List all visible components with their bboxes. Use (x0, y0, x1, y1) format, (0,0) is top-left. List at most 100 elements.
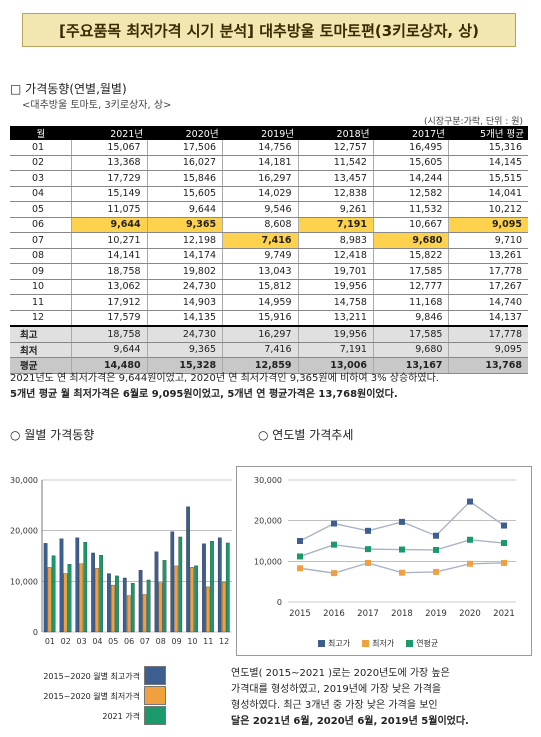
legend-label: 최저가 (372, 639, 395, 648)
price-cell: 15,812 (222, 279, 299, 295)
table-row: 09 18,758 19,802 13,043 19,701 17,585 17,778 (10, 263, 528, 280)
data-point (467, 536, 473, 543)
data-point (467, 560, 473, 567)
bar (47, 567, 52, 633)
x-tick-label: 2015 (289, 609, 311, 619)
price-cell: 16,027 (146, 155, 223, 171)
price-cell: 7,191 (297, 217, 374, 233)
price-cell: 19,956 (297, 279, 374, 295)
price-cell: 14,244 (372, 170, 449, 187)
month-cell: 03 (10, 170, 72, 187)
table-row: 07 10,271 12,198 7,416 8,983 9,680 9,710 (10, 232, 528, 249)
price-cell: 11,542 (297, 155, 374, 171)
table-row: 06 9,644 9,365 8,608 7,191 10,667 9,095 (10, 217, 528, 233)
bar (130, 582, 135, 633)
y-tick-label: 0 (277, 598, 282, 607)
section-subtitle: <대추방울 토마토, 3키로상자, 상> (22, 100, 172, 111)
stat-cell: 9,644 (71, 342, 148, 358)
table-row: 05 11,075 9,644 9,546 9,261 11,532 10,212 (10, 201, 528, 218)
stat-row: 최저 9,644 9,365 7,416 7,191 9,680 9,095 (10, 342, 528, 358)
bar (190, 567, 194, 633)
x-tick-label: 07 (140, 637, 150, 646)
bar (170, 531, 175, 633)
bar (146, 579, 151, 633)
price-cell: 19,701 (297, 263, 374, 280)
x-tick-label: 10 (187, 637, 197, 646)
note-line-2: 가격대를 형성하였고, 2019년에 가장 낮은 가격을 (231, 684, 442, 695)
x-tick-label: 01 (45, 637, 55, 646)
bar (178, 536, 183, 633)
summary-line-2: 5개년 평균 월 최저가격은 6월로 9,095원이었고, 5개년 연 평균가격… (10, 389, 398, 400)
legend-swatch (318, 640, 325, 647)
header-col: 2019년 (222, 126, 299, 140)
legend-item: 최고가 (318, 638, 350, 649)
month-cell: 07 (10, 232, 72, 249)
data-point (331, 541, 337, 548)
price-cell: 14,758 (297, 294, 374, 311)
x-tick-label: 04 (92, 637, 102, 646)
month-cell: 06 (10, 217, 72, 233)
bar (43, 543, 48, 633)
x-tick-label: 11 (203, 637, 213, 646)
data-point (433, 546, 439, 553)
data-point (501, 559, 507, 566)
bar (83, 542, 88, 633)
price-cell: 15,605 (372, 155, 449, 171)
legend-label: 최고가 (328, 639, 351, 648)
price-cell: 14,959 (222, 294, 299, 311)
note-line-3: 형성하였다. 최근 3개년 중 가장 낮은 가격을 보인 (231, 700, 438, 711)
data-point (365, 546, 371, 553)
price-cell: 12,418 (297, 248, 374, 264)
price-cell: 13,043 (222, 263, 299, 280)
legend-swatch (406, 640, 414, 647)
price-cell: 9,261 (297, 201, 374, 218)
price-cell: 12,777 (372, 279, 449, 295)
bar (122, 577, 127, 633)
price-cell: 9,680 (372, 232, 449, 249)
bar (138, 570, 143, 633)
price-cell: 14,145 (448, 155, 528, 171)
price-cell: 14,174 (146, 248, 223, 264)
price-cell: 17,912 (71, 294, 148, 311)
bar (75, 537, 80, 633)
stat-cell: 7,191 (297, 342, 374, 358)
data-point (433, 568, 439, 575)
stat-cell: 16,297 (222, 325, 299, 343)
legend-swatch-min (144, 686, 166, 705)
stat-row: 최고 18,758 24,730 16,297 19,956 17,585 17,778 (10, 325, 528, 343)
stat-label: 최고 (10, 325, 72, 343)
stat-cell: 17,778 (448, 325, 528, 343)
y-tick-label: 0 (33, 628, 38, 637)
x-tick-label: 2019 (425, 609, 447, 619)
note-line-4: 달은 2021년 6월, 2020년 6월, 2019년 5월이었다. (231, 716, 469, 727)
table-row: 12 17,579 14,135 15,916 13,211 9,846 14,137 (10, 310, 528, 327)
price-cell: 12,198 (146, 232, 223, 249)
data-point (297, 565, 303, 572)
price-cell: 16,495 (372, 140, 449, 156)
x-tick-label: 12 (219, 637, 229, 646)
page-title-text: [주요품목 최저가격 시기 분석] 대추방울 토마토편(3키로상자, 상) (59, 21, 479, 40)
bar (59, 538, 64, 633)
price-cell: 15,822 (372, 248, 449, 264)
avg-cell: 12,859 (222, 357, 299, 374)
legend-label-2021: 2021 가격 (102, 711, 140, 721)
note-line-1: 연도별( 2015~2021 )로는 2020년도에 가장 높은 (231, 668, 450, 679)
legend-label-max: 2015~2020 월별 최고가격 (43, 671, 140, 681)
bar (115, 575, 119, 633)
x-tick-label: 2016 (323, 609, 345, 619)
header-col: 2017년 (373, 126, 449, 140)
legend-swatch-2021 (144, 706, 166, 725)
stat-cell: 18,758 (71, 325, 148, 343)
bar (217, 537, 222, 633)
bar (63, 573, 68, 633)
price-cell: 9,644 (146, 201, 223, 218)
avg-row: 평균 14,480 15,328 12,859 13,006 13,167 13,768 (10, 357, 528, 374)
price-cell: 8,608 (222, 217, 299, 233)
table-row: 11 17,912 14,903 14,959 14,758 11,168 14,740 (10, 294, 528, 311)
price-cell: 17,778 (448, 263, 528, 280)
table-row: 02 13,368 16,027 14,181 11,542 15,605 14,145 (10, 155, 528, 171)
price-cell: 12,838 (297, 186, 374, 202)
bar (162, 560, 167, 633)
price-cell: 9,710 (448, 232, 528, 249)
price-cell: 17,506 (146, 140, 223, 156)
